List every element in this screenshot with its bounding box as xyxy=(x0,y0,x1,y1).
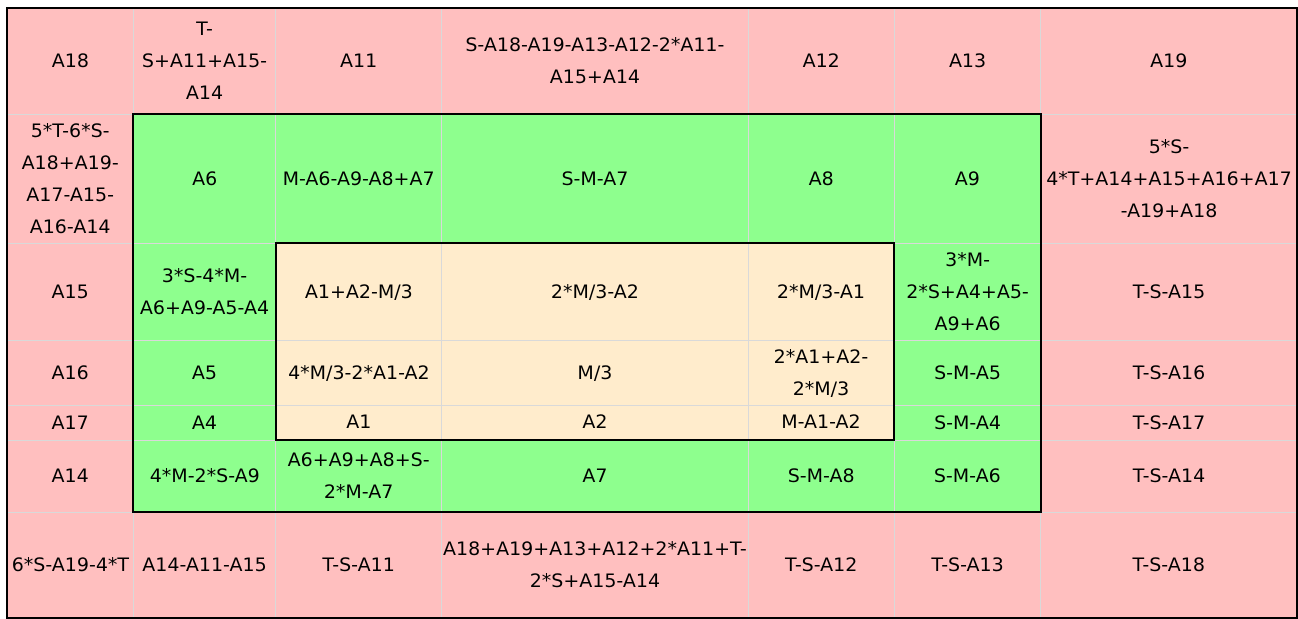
cell-r2-c1[interactable]: 5*T-6*S-A18+A19-A17-A15-A16-A14 xyxy=(5,113,134,244)
cell-r1-c4[interactable]: S-A18-A19-A13-A12-2*A11-A15+A14 xyxy=(440,7,749,115)
formula-grid: A18 T-S+A11+A15-A14 A11 S-A18-A19-A13-A12-2… xyxy=(5,7,1298,619)
cell-r5-c3[interactable]: A1 xyxy=(274,404,442,441)
cell-r5-c2[interactable]: A4 xyxy=(132,404,277,441)
cell-r4-c4[interactable]: M/3 xyxy=(440,339,749,406)
cell-r3-c2[interactable]: 3*S-4*M-A6+A9-A5-A4 xyxy=(132,242,277,341)
cell-r2-c6[interactable]: A9 xyxy=(893,113,1042,244)
cell-r4-c6[interactable]: S-M-A5 xyxy=(893,339,1042,406)
cell-r6-c1[interactable]: A14 xyxy=(5,439,134,513)
cell-r4-c2[interactable]: A5 xyxy=(132,339,277,406)
cell-r4-c3[interactable]: 4*M/3-2*A1-A2 xyxy=(274,339,442,406)
cell-r5-c4[interactable]: A2 xyxy=(440,404,749,441)
cell-r6-c7[interactable]: T-S-A14 xyxy=(1040,439,1298,513)
cell-r3-c6[interactable]: 3*M-2*S+A4+A5-A9+A6 xyxy=(893,242,1042,341)
cell-r7-c4[interactable]: A18+A19+A13+A12+2*A11+T-2*S+A15-A14 xyxy=(440,511,749,619)
cell-r6-c5[interactable]: S-M-A8 xyxy=(747,439,895,513)
cell-r3-c5[interactable]: 2*M/3-A1 xyxy=(747,242,896,341)
cell-r2-c7[interactable]: 5*S-4*T+A14+A15+A16+A17-A19+A18 xyxy=(1040,113,1298,244)
cell-r1-c2[interactable]: T-S+A11+A15-A14 xyxy=(132,7,277,115)
cell-r6-c3[interactable]: A6+A9+A8+S-2*M-A7 xyxy=(275,439,442,513)
grid-row-1: A18 T-S+A11+A15-A14 A11 S-A18-A19-A13-A12-2… xyxy=(5,7,1298,115)
cell-r3-c7[interactable]: T-S-A15 xyxy=(1040,242,1298,341)
grid-row-7: 6*S-A19-4*T A14-A11-A15 T-S-A11 A18+A19+A13… xyxy=(5,511,1298,619)
cell-r6-c2[interactable]: 4*M-2*S-A9 xyxy=(132,439,277,513)
cell-r7-c6[interactable]: T-S-A13 xyxy=(893,511,1042,619)
cell-r7-c1[interactable]: 6*S-A19-4*T xyxy=(5,511,134,619)
cell-r2-c4[interactable]: S-M-A7 xyxy=(440,113,749,244)
grid-row-2: 5*T-6*S-A18+A19-A17-A15-A16-A14 A6 M-A6-A9… xyxy=(5,113,1298,244)
cell-r5-c1[interactable]: A17 xyxy=(5,404,134,441)
cell-r7-c3[interactable]: T-S-A11 xyxy=(275,511,442,619)
cell-r1-c1[interactable]: A18 xyxy=(5,7,134,115)
cell-r1-c5[interactable]: A12 xyxy=(747,7,895,115)
cell-r3-c1[interactable]: A15 xyxy=(5,242,134,341)
cell-r2-c2[interactable]: A6 xyxy=(132,113,277,244)
cell-r4-c1[interactable]: A16 xyxy=(5,339,134,406)
cell-r1-c7[interactable]: A19 xyxy=(1040,7,1298,115)
grid-row-4: A16 A5 4*M/3-2*A1-A2 M/3 2*A1+A2-2*M/3 S-M-A5… xyxy=(5,339,1298,406)
cell-r5-c7[interactable]: T-S-A17 xyxy=(1040,404,1298,441)
cell-r6-c6[interactable]: S-M-A6 xyxy=(893,439,1042,513)
cell-r4-c5[interactable]: 2*A1+A2-2*M/3 xyxy=(747,339,896,406)
cell-r7-c5[interactable]: T-S-A12 xyxy=(747,511,895,619)
cell-r1-c3[interactable]: A11 xyxy=(275,7,442,115)
grid-row-5: A17 A4 A1 A2 M-A1-A2 S-M-A4 T-S-A17 xyxy=(5,404,1298,441)
cell-r3-c3[interactable]: A1+A2-M/3 xyxy=(274,242,442,341)
cell-r5-c5[interactable]: M-A1-A2 xyxy=(747,404,896,441)
cell-r6-c4[interactable]: A7 xyxy=(440,439,749,513)
cell-r7-c7[interactable]: T-S-A18 xyxy=(1040,511,1298,619)
cell-r2-c5[interactable]: A8 xyxy=(747,113,895,244)
grid-row-6: A14 4*M-2*S-A9 A6+A9+A8+S-2*M-A7 A7 S-M-A8 S-… xyxy=(5,439,1298,513)
cell-r4-c7[interactable]: T-S-A16 xyxy=(1040,339,1298,406)
cell-r7-c2[interactable]: A14-A11-A15 xyxy=(132,511,277,619)
cell-r1-c6[interactable]: A13 xyxy=(893,7,1042,115)
cell-r2-c3[interactable]: M-A6-A9-A8+A7 xyxy=(275,113,442,244)
grid-row-3: A15 3*S-4*M-A6+A9-A5-A4 A1+A2-M/3 2*M/3-A2 2… xyxy=(5,242,1298,341)
cell-r5-c6[interactable]: S-M-A4 xyxy=(893,404,1042,441)
cell-r3-c4[interactable]: 2*M/3-A2 xyxy=(440,242,749,341)
